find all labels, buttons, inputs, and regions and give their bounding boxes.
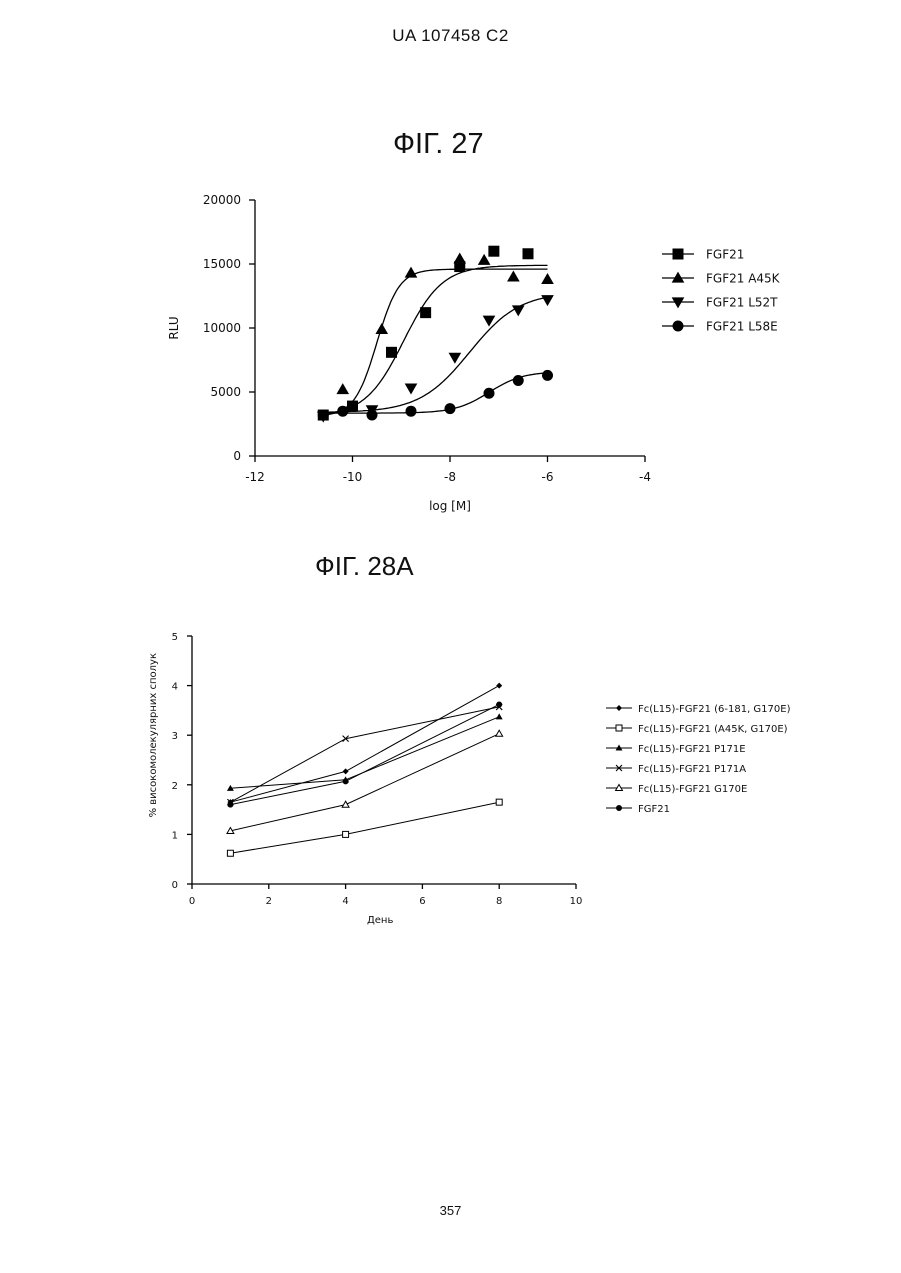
legend-label: Fc(L15)-FGF21 G170E	[638, 784, 747, 795]
series-line	[230, 686, 499, 803]
legend-label: Fc(L15)-FGF21 (A45K, G170E)	[638, 724, 788, 735]
series-line	[230, 802, 499, 853]
y-axis-label: % високомолекулярних сполук	[148, 653, 159, 817]
legend-label: Fc(L15)-FGF21 (6-181, G170E)	[638, 704, 791, 715]
data-point	[227, 850, 233, 856]
series-line	[230, 707, 499, 802]
series-line	[230, 734, 499, 831]
y-tick-label: 5	[172, 632, 178, 643]
data-point	[227, 802, 233, 808]
data-point	[496, 701, 502, 707]
x-tick-label: 4	[342, 896, 348, 907]
y-tick-label: 2	[172, 781, 178, 792]
data-point	[343, 778, 349, 784]
x-tick-label: 2	[266, 896, 272, 907]
series-line	[230, 704, 499, 804]
y-tick-label: 4	[172, 682, 178, 693]
data-point	[343, 831, 349, 837]
x-tick-label: 0	[189, 896, 195, 907]
legend-label: FGF21	[638, 804, 670, 815]
legend-marker	[616, 805, 622, 811]
x-tick-label: 6	[419, 896, 425, 907]
data-point	[343, 768, 349, 774]
y-tick-label: 3	[172, 731, 178, 742]
data-point	[496, 730, 503, 736]
data-point	[342, 801, 349, 807]
x-tick-label: 10	[570, 896, 583, 907]
data-point	[496, 799, 502, 805]
legend-label: Fc(L15)-FGF21 P171E	[638, 744, 746, 755]
legend-label: Fc(L15)-FGF21 P171A	[638, 764, 746, 775]
y-tick-label: 1	[172, 830, 178, 841]
legend-marker	[616, 725, 622, 731]
y-tick-label: 0	[172, 880, 178, 891]
legend-marker	[616, 705, 622, 711]
x-tick-label: 8	[496, 896, 502, 907]
data-point	[496, 683, 502, 689]
x-axis-label: День	[367, 915, 394, 926]
data-point	[496, 713, 503, 719]
